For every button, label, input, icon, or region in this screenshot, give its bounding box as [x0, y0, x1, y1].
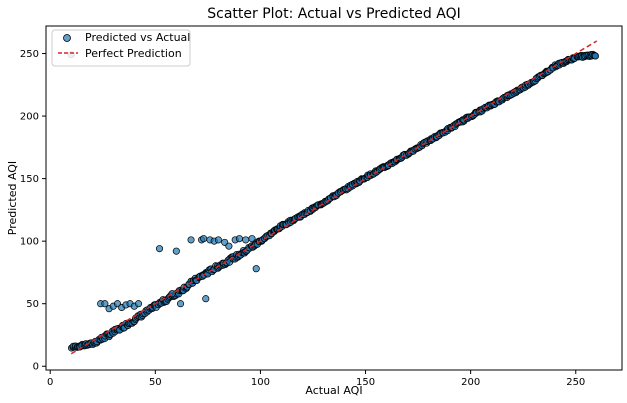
legend: Predicted vs Actual Perfect Prediction — [51, 29, 191, 67]
scatter-point — [172, 247, 180, 255]
scatter-point — [168, 290, 176, 298]
scatter-point — [200, 235, 208, 243]
x-tick-label: 250 — [566, 377, 585, 388]
x-tick-label: 200 — [461, 377, 480, 388]
y-tick-label: 100 — [20, 237, 39, 248]
legend-marker-predicted — [63, 34, 71, 42]
legend-label-predicted: Predicted vs Actual — [85, 31, 190, 44]
legend-label-perfect: Perfect Prediction — [85, 47, 182, 60]
y-tick-label: 250 — [20, 49, 39, 60]
scatter-point — [248, 235, 256, 243]
scatter-point — [155, 245, 164, 253]
y-tick-label: 150 — [20, 174, 39, 185]
y-tick-label: 200 — [20, 112, 39, 123]
scatter-point — [176, 300, 185, 308]
scatter-point — [225, 242, 233, 250]
x-tick-label: 0 — [47, 377, 53, 388]
y-axis: 0 50 100 150 200 250 — [20, 49, 46, 373]
scatter-point — [591, 52, 600, 60]
scatter-point — [187, 236, 195, 244]
y-tick-label: 0 — [33, 362, 39, 373]
scatter-point — [242, 236, 250, 244]
perfect-prediction-line — [70, 40, 598, 355]
scatter-point — [134, 300, 143, 308]
scatter-point — [252, 265, 260, 273]
y-tick-label: 50 — [26, 299, 39, 310]
legend-box — [51, 29, 191, 67]
scatter-point — [214, 236, 222, 244]
y-axis-label: Predicted AQI — [6, 161, 19, 235]
x-tick-label: 50 — [149, 377, 162, 388]
x-axis-label: Actual AQI — [305, 384, 362, 397]
chart-title: Scatter Plot: Actual vs Predicted AQI — [207, 6, 461, 22]
x-tick-label: 150 — [356, 377, 375, 388]
x-axis: 0 50 100 150 200 250 — [47, 370, 585, 388]
plot-area — [67, 40, 600, 355]
scatter-point — [101, 300, 109, 308]
plot-frame — [45, 25, 623, 371]
scatter-point — [202, 295, 210, 303]
x-tick-label: 100 — [251, 377, 270, 388]
scatter-point — [235, 235, 243, 243]
